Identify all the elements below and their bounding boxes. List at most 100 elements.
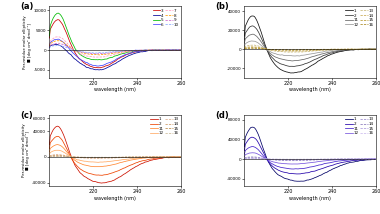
- 12: [179, 156, 184, 158]
- 1: [55, 125, 60, 128]
- 1: [242, 145, 247, 148]
- 12: [242, 44, 247, 46]
- 16: [242, 158, 247, 160]
- 5: [159, 49, 164, 51]
- 16: [179, 156, 184, 158]
- 12: [321, 51, 326, 53]
- Legend: 1, 2, 11, 12, 13, 14, 15, 16: 1, 2, 11, 12, 13, 14, 15, 16: [150, 117, 179, 136]
- 2: [242, 149, 247, 152]
- 6: [48, 43, 52, 46]
- 14: [321, 49, 326, 51]
- 7: [129, 50, 133, 53]
- Line: 2: 2: [49, 136, 181, 175]
- Text: (b): (b): [215, 2, 229, 11]
- 16: [242, 48, 247, 50]
- 15: [249, 46, 253, 49]
- 2: [242, 39, 247, 41]
- 14: [47, 155, 52, 158]
- 11: [354, 48, 359, 51]
- 7: [56, 36, 60, 38]
- 1: [321, 57, 326, 59]
- 2: [363, 48, 367, 51]
- 14: [321, 158, 326, 161]
- 10: [93, 52, 98, 55]
- 13: [179, 156, 184, 158]
- 9: [47, 46, 52, 49]
- 14: [242, 157, 247, 160]
- 14: [324, 49, 328, 51]
- 12: [249, 40, 254, 42]
- 8: [129, 49, 133, 52]
- Text: (c): (c): [21, 111, 33, 120]
- 1: [250, 15, 255, 17]
- 11: [127, 159, 131, 162]
- 12: [321, 160, 326, 162]
- 16: [48, 155, 52, 158]
- 15: [127, 156, 131, 158]
- X-axis label: wavelength (nm): wavelength (nm): [290, 87, 331, 92]
- 14: [168, 156, 172, 158]
- 4: [48, 46, 52, 48]
- 7: [168, 49, 172, 51]
- 4: [179, 49, 184, 51]
- 15: [354, 158, 359, 160]
- 10: [129, 49, 133, 52]
- 3: [168, 49, 172, 51]
- 15: [100, 156, 105, 159]
- 12: [321, 50, 326, 53]
- 13: [321, 158, 326, 161]
- 16: [159, 156, 164, 158]
- X-axis label: wavelength (nm): wavelength (nm): [290, 196, 331, 201]
- Line: 9: 9: [49, 43, 181, 54]
- 9: [129, 49, 133, 52]
- 10: [47, 47, 52, 49]
- 8: [47, 45, 52, 48]
- 11: [47, 151, 52, 153]
- 1: [324, 56, 328, 58]
- 1: [321, 172, 326, 175]
- 14: [252, 156, 256, 159]
- Line: 15: 15: [49, 156, 181, 158]
- 14: [354, 48, 359, 51]
- 13: [56, 153, 60, 156]
- 13: [363, 48, 367, 51]
- 1: [126, 170, 131, 173]
- 15: [48, 155, 52, 158]
- 15: [324, 48, 328, 51]
- 16: [321, 48, 326, 51]
- Line: 13: 13: [244, 157, 376, 161]
- Line: 15: 15: [244, 48, 376, 50]
- Line: 14: 14: [244, 158, 376, 160]
- 11: [354, 158, 359, 161]
- 11: [242, 153, 247, 155]
- 15: [129, 156, 133, 158]
- 16: [354, 158, 359, 160]
- 3: [48, 33, 52, 35]
- 10: [127, 49, 131, 52]
- Line: 15: 15: [244, 158, 376, 160]
- 6: [56, 38, 60, 40]
- Line: 11: 11: [49, 144, 181, 167]
- 14: [242, 157, 247, 160]
- 1: [298, 180, 302, 183]
- 16: [324, 48, 328, 51]
- 15: [374, 48, 378, 51]
- 16: [363, 158, 367, 160]
- 2: [129, 164, 133, 166]
- 13: [321, 49, 326, 52]
- 16: [52, 155, 56, 158]
- Legend: 1, 2, 11, 12, 13, 14, 15, 16: 1, 2, 11, 12, 13, 14, 15, 16: [345, 9, 374, 27]
- 16: [354, 48, 359, 51]
- 10: [179, 49, 184, 51]
- 16: [127, 156, 131, 158]
- 16: [242, 158, 247, 160]
- 2: [179, 156, 184, 158]
- 1: [363, 48, 367, 51]
- 15: [296, 49, 301, 52]
- 11: [321, 163, 326, 165]
- 3: [179, 49, 184, 51]
- 10: [159, 49, 164, 51]
- 16: [126, 156, 131, 158]
- 15: [321, 48, 326, 51]
- 12: [294, 163, 298, 165]
